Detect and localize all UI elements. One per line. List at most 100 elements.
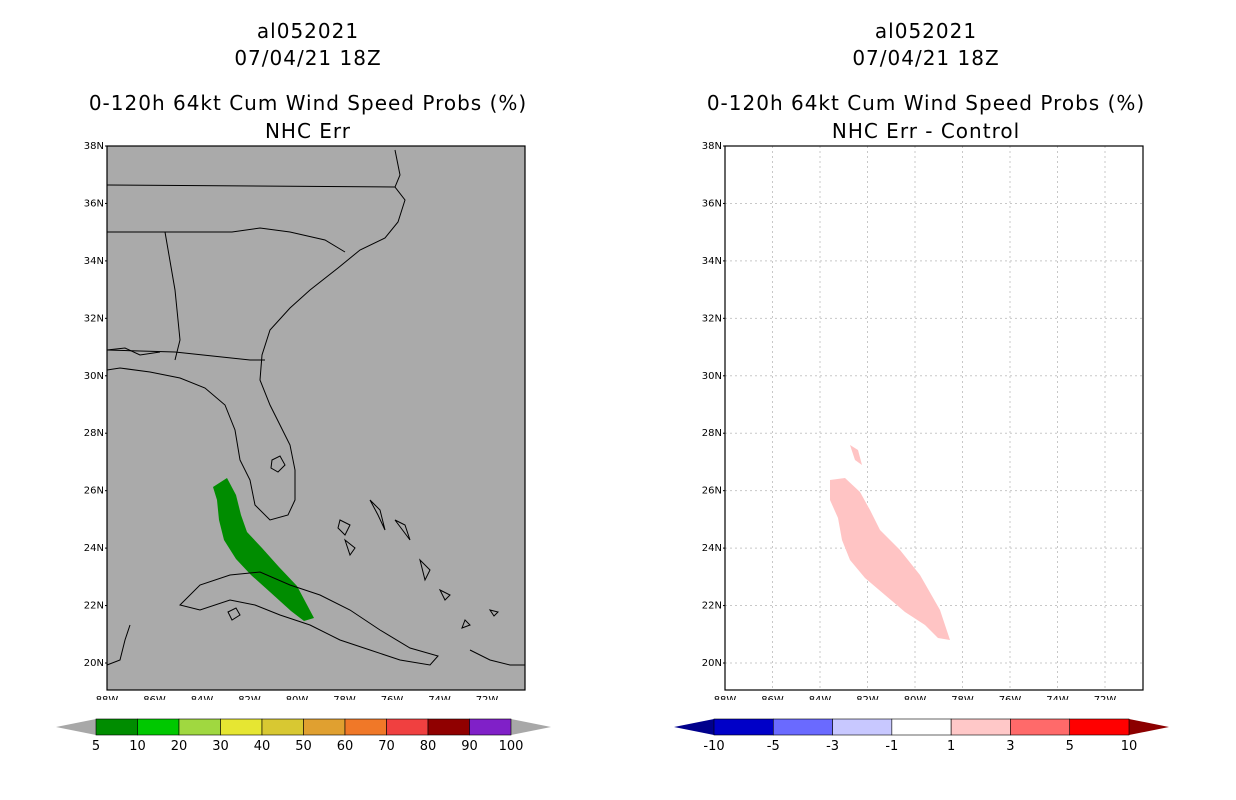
left-title-storm-id: al052021 <box>256 19 360 43</box>
colorbar-segment <box>713 718 774 736</box>
colorbar-segment <box>261 718 304 736</box>
colorbar-label: 70 <box>378 739 395 754</box>
colorbar-label: 90 <box>461 739 478 754</box>
colorbar-segment <box>427 718 470 736</box>
lat-label: 32N <box>702 313 722 324</box>
left-title-date: 07/04/21 18Z <box>234 46 382 70</box>
colorbar-segment <box>386 718 429 736</box>
lon-label: 80W <box>286 695 309 700</box>
lat-label: 26N <box>84 486 104 497</box>
lon-label: 86W <box>761 695 784 700</box>
lon-label: 74W <box>428 695 451 700</box>
colorbar-under-arrow <box>56 719 96 735</box>
lon-label: 80W <box>904 695 927 700</box>
colorbar-label: 20 <box>171 739 188 754</box>
colorbar-label: 50 <box>295 739 312 754</box>
right-map-panel: 38N 36N 34N 32N 30N 28N 26N 24N 22N 20N 88W 86W 84W… <box>702 141 1144 700</box>
colorbar-label: -5 <box>767 739 780 754</box>
left-title-subtitle: NHC Err <box>264 119 352 143</box>
colorbar-label: 80 <box>420 739 437 754</box>
right-title-date: 07/04/21 18Z <box>852 46 1000 70</box>
right-map-background <box>725 146 1143 690</box>
colorbar-segment <box>344 718 387 736</box>
lat-label: 28N <box>702 428 722 439</box>
lon-label: 82W <box>856 695 879 700</box>
lat-label: 34N <box>702 256 722 267</box>
colorbar-segment <box>950 718 1011 736</box>
lat-label: 20N <box>84 658 104 669</box>
colorbar-segment <box>469 718 512 736</box>
colorbar-label: 30 <box>212 739 229 754</box>
colorbar-segment <box>1010 718 1071 736</box>
colorbar-segment <box>220 718 263 736</box>
left-map-panel: 38N 36N 34N 32N 30N 28N 26N 24N 22N 20N 88W 86W 84W… <box>84 141 526 700</box>
lat-label: 38N <box>84 141 104 152</box>
colorbar-label: 10 <box>1121 739 1138 754</box>
colorbar-segment <box>178 718 221 736</box>
lat-label: 32N <box>84 313 104 324</box>
lat-label: 28N <box>84 428 104 439</box>
colorbar-segment <box>891 718 952 736</box>
lon-label: 78W <box>333 695 356 700</box>
lon-label: 72W <box>1094 695 1117 700</box>
lon-label: 86W <box>143 695 166 700</box>
lon-label: 76W <box>381 695 404 700</box>
lat-label: 38N <box>702 141 722 152</box>
lat-label: 26N <box>702 486 722 497</box>
lon-label: 74W <box>1046 695 1069 700</box>
right-probability-difference-swath <box>830 445 950 640</box>
left-colorbar: 5 10 20 30 40 50 60 70 80 90 100 <box>56 718 551 754</box>
colorbar-segment <box>137 718 180 736</box>
colorbar-over-arrow <box>1129 719 1169 735</box>
colorbar-label: 3 <box>1006 739 1014 754</box>
right-lon-axis-labels: 88W 86W 84W 82W 80W 78W 76W 74W 72W <box>714 695 1117 700</box>
left-coastlines <box>106 149 525 666</box>
colorbar-label: 10 <box>129 739 146 754</box>
colorbar-label: 40 <box>254 739 271 754</box>
lat-label: 24N <box>84 543 104 554</box>
lon-label: 88W <box>96 695 119 700</box>
lon-label: 84W <box>191 695 214 700</box>
lon-label: 82W <box>238 695 261 700</box>
colorbar-label: -1 <box>885 739 898 754</box>
colorbar-label: 1 <box>947 739 955 754</box>
lon-label: 84W <box>809 695 832 700</box>
colorbar-segment <box>1069 718 1130 736</box>
lat-label: 30N <box>702 371 722 382</box>
right-map-frame <box>724 145 1144 691</box>
colorbar-label: -3 <box>826 739 839 754</box>
left-map-background <box>107 146 525 690</box>
colorbar-over-arrow <box>511 719 551 735</box>
lat-label: 24N <box>702 543 722 554</box>
right-colorbar: -10 -5 -3 -1 1 3 5 10 <box>674 718 1169 754</box>
lat-label: 22N <box>84 601 104 612</box>
lat-label: 22N <box>702 601 722 612</box>
left-lon-axis-labels: 88W 86W 84W 82W 80W 78W 76W 74W 72W <box>96 695 499 700</box>
right-map-gridlines <box>725 146 1143 690</box>
lon-label: 78W <box>951 695 974 700</box>
left-lat-axis-labels: 38N 36N 34N 32N 30N 28N 26N 24N 22N 20N <box>84 141 107 669</box>
colorbar-segment <box>832 718 893 736</box>
lat-label: 30N <box>84 371 104 382</box>
lat-label: 36N <box>84 198 104 209</box>
right-title-subtitle: NHC Err - Control <box>831 119 1021 143</box>
lon-label: 72W <box>476 695 499 700</box>
colorbar-label: -10 <box>703 739 724 754</box>
lat-label: 36N <box>702 198 722 209</box>
right-lat-axis-labels: 38N 36N 34N 32N 30N 28N 26N 24N 22N 20N <box>702 141 725 669</box>
colorbar-label: 60 <box>337 739 354 754</box>
colorbar-under-arrow <box>674 719 714 735</box>
right-title-product: 0-120h 64kt Cum Wind Speed Probs (%) <box>706 91 1146 115</box>
left-map-frame <box>106 145 526 691</box>
colorbar-label: 5 <box>1066 739 1074 754</box>
lat-label: 20N <box>702 658 722 669</box>
lat-label: 34N <box>84 256 104 267</box>
colorbar-label: 100 <box>499 739 524 754</box>
colorbar-segment <box>303 718 346 736</box>
left-probability-swath <box>213 478 314 621</box>
lon-label: 88W <box>714 695 737 700</box>
colorbar-label: 5 <box>92 739 100 754</box>
colorbar-segment <box>95 718 138 736</box>
colorbar-segment <box>772 718 833 736</box>
right-title-storm-id: al052021 <box>874 19 978 43</box>
